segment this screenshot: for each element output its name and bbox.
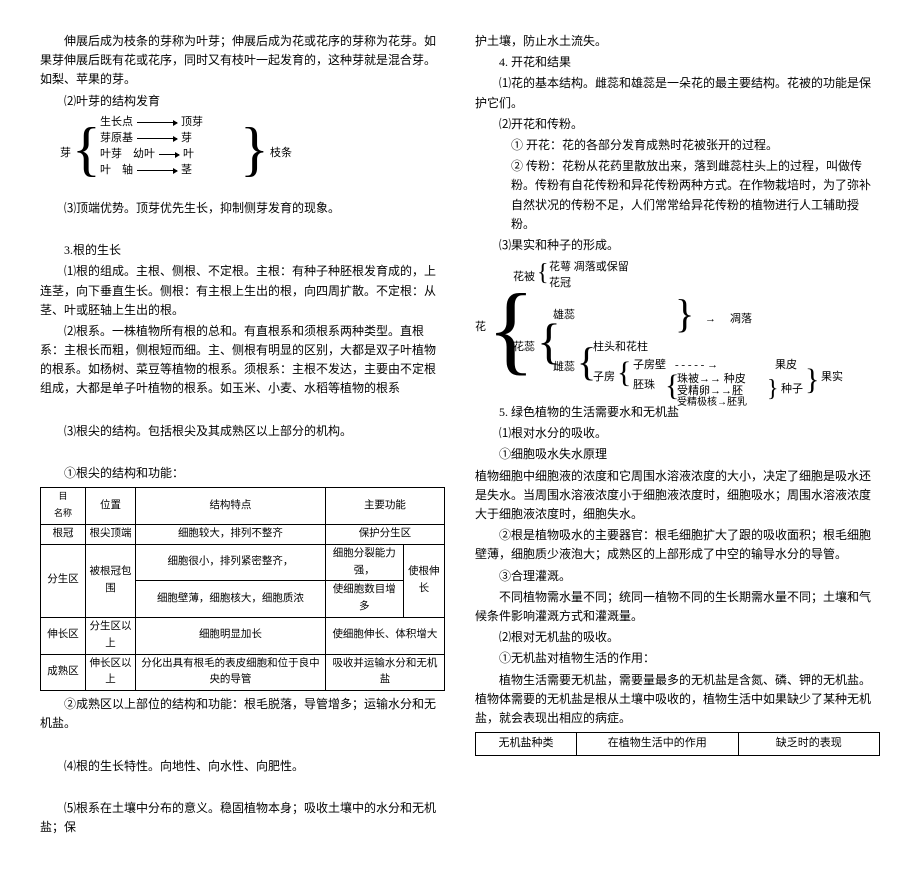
label: 雌蕊 bbox=[553, 359, 575, 376]
label: 茎 bbox=[181, 162, 192, 180]
label: 顶芽 bbox=[181, 114, 203, 132]
cell: 吸收并运输水分和无机盐 bbox=[325, 654, 444, 691]
cell: 根尖顶端 bbox=[86, 524, 136, 544]
cell: 分化出具有根毛的表皮细胞和位于良中央的导管 bbox=[136, 654, 326, 691]
para: ②根是植物吸水的主要器官：根毛细胞扩大了跟的吸收面积；根毛细胞壁薄，细胞质少液泡… bbox=[475, 526, 880, 564]
root-structure-table: 目名称 位置 结构特点 主要功能 根冠 根尖顶端 细胞较大，排列不整齐 保护分生… bbox=[40, 487, 445, 691]
left-column: 伸展后成为枝条的芽称为叶芽；伸展后成为花或花序的芽称为花芽。如果芽伸展后既有花或… bbox=[40, 30, 445, 839]
label: 花萼 凋落或保留 bbox=[549, 259, 629, 276]
cell: 根冠 bbox=[41, 524, 86, 544]
cell: 保护分生区 bbox=[325, 524, 444, 544]
cell: 细胞明显加长 bbox=[136, 617, 326, 654]
para: ①无机盐对植物生活的作用： bbox=[475, 649, 880, 668]
cell: 使细胞数目增多 bbox=[325, 581, 403, 618]
label: 花冠 bbox=[549, 275, 571, 292]
label: 叶 bbox=[183, 146, 194, 164]
cell: 成熟区 bbox=[41, 654, 86, 691]
para: ⑴根对水分的吸收。 bbox=[475, 424, 880, 443]
label: 果实 bbox=[821, 369, 843, 386]
para: ⑵根系。一株植物所有根的总和。有直根系和须根系两种类型。直根系：主根长而粗，侧根… bbox=[40, 322, 445, 399]
label: 生长点 bbox=[100, 114, 133, 132]
para: ③合理灌溉。 bbox=[475, 567, 880, 586]
label: 子房 bbox=[593, 369, 615, 386]
label: 叶芽 幼叶 bbox=[100, 146, 155, 164]
cell: 在植物生活中的作用 bbox=[577, 733, 739, 756]
para: ⑷根的生长特性。向地性、向水性、向肥性。 bbox=[40, 757, 445, 776]
para: ①细胞吸水失水原理 bbox=[475, 445, 880, 464]
cell: 细胞分裂能力强， bbox=[325, 544, 403, 581]
label: 芽 bbox=[60, 145, 71, 163]
label: 凋落 bbox=[730, 311, 752, 328]
label: 叶 轴 bbox=[100, 162, 133, 180]
para: ① 开花：花的各部分发育成熟时花被张开的过程。 bbox=[511, 136, 880, 155]
label: 花 bbox=[475, 319, 486, 336]
label: 子房壁 bbox=[633, 357, 666, 374]
label: 花被 bbox=[513, 269, 535, 286]
cell: 分生区 bbox=[41, 544, 86, 617]
label: 雄蕊 bbox=[553, 307, 575, 324]
right-column: 护土壤，防止水土流失。 4. 开花和结果 ⑴花的基本结构。雌蕊和雄蕊是一朵花的最… bbox=[475, 30, 880, 839]
para: ⑶顶端优势。顶芽优先生长，抑制侧芽发育的现象。 bbox=[40, 199, 445, 218]
label: 胚珠 bbox=[633, 377, 655, 394]
label: 芽原基 bbox=[100, 130, 133, 148]
cell: 分生区以上 bbox=[86, 617, 136, 654]
para: ⑸根系在土壤中分布的意义。稳固植物本身；吸收土壤中的水分和无机盐；保 bbox=[40, 799, 445, 837]
cell: 细胞较大，排列不整齐 bbox=[136, 524, 326, 544]
heading: 4. 开花和结果 bbox=[475, 53, 880, 72]
para: ②成熟区以上部位的结构和功能：根毛脱落，导管增多；运输水分和无机盐。 bbox=[40, 695, 445, 733]
para: 护土壤，防止水土流失。 bbox=[475, 32, 880, 51]
mineral-table: 无机盐种类 在植物生活中的作用 缺乏时的表现 bbox=[475, 732, 880, 756]
para: 伸展后成为枝条的芽称为叶芽；伸展后成为花或花序的芽称为花芽。如果芽伸展后既有花或… bbox=[40, 32, 445, 90]
cell: 使细胞伸长、体积增大 bbox=[325, 617, 444, 654]
cell: 伸长区以上 bbox=[86, 654, 136, 691]
flower-diagram: 花 { 花被 { 花萼 凋落或保留 花冠 花蕊 { 雄蕊 雌蕊 { 柱头和花柱 … bbox=[495, 259, 880, 399]
bud-diagram: 芽 { 生长点顶芽 芽原基芽 叶芽 幼叶叶 叶 轴茎 } 枝条 bbox=[90, 115, 445, 195]
cell: 使根伸长 bbox=[403, 544, 444, 617]
para: ⑶果实和种子的形成。 bbox=[475, 236, 880, 255]
para: ⑶根尖的结构。包括根尖及其成熟区以上部分的机构。 bbox=[40, 422, 445, 441]
label: 芽 bbox=[181, 130, 192, 148]
cell: 细胞很小，排列紧密整齐， bbox=[136, 544, 326, 581]
cell: 伸长区 bbox=[41, 617, 86, 654]
label: 枝条 bbox=[270, 145, 292, 163]
cell: 无机盐种类 bbox=[476, 733, 577, 756]
para: 植物细胞中细胞液的浓度和它周围水溶液浓度的大小，决定了细胞是吸水还是失水。当周围… bbox=[475, 467, 880, 525]
cell: 被根冠包围 bbox=[86, 544, 136, 617]
cell: 位置 bbox=[86, 488, 136, 525]
para: ①根尖的结构和功能： bbox=[40, 464, 445, 483]
para: ⑵根对无机盐的吸收。 bbox=[475, 628, 880, 647]
label: 花蕊 bbox=[513, 339, 535, 356]
cell: 结构特点 bbox=[136, 488, 326, 525]
cell: 主要功能 bbox=[325, 488, 444, 525]
label: 受精极核→胚乳 bbox=[677, 395, 747, 410]
label: 种子 bbox=[781, 381, 803, 398]
para: ⑴根的组成。主根、侧根、不定根。主根：有种子种胚根发育成的，上连茎，向下垂直生长… bbox=[40, 262, 445, 320]
para: 植物生活需要无机盐，需要量最多的无机盐是含氮、磷、钾的无机盐。植物体需要的无机盐… bbox=[475, 671, 880, 729]
para: ⑵开花和传粉。 bbox=[475, 115, 880, 134]
cell: 细胞壁薄，细胞核大，细胞质浓 bbox=[136, 581, 326, 618]
para: ⑴花的基本结构。雌蕊和雄蕊是一朵花的最主要结构。花被的功能是保护它们。 bbox=[475, 74, 880, 112]
para: ② 传粉：花粉从花药里散放出来，落到雌蕊柱头上的过程，叫做传粉。传粉有自花传粉和… bbox=[511, 157, 880, 234]
heading: 3.根的生长 bbox=[40, 241, 445, 260]
para: 不同植物需水量不同；统同一植物不同的生长期需水量不同；土壤和气候条件影响灌溉方式… bbox=[475, 588, 880, 626]
cell: 缺乏时的表现 bbox=[738, 733, 879, 756]
